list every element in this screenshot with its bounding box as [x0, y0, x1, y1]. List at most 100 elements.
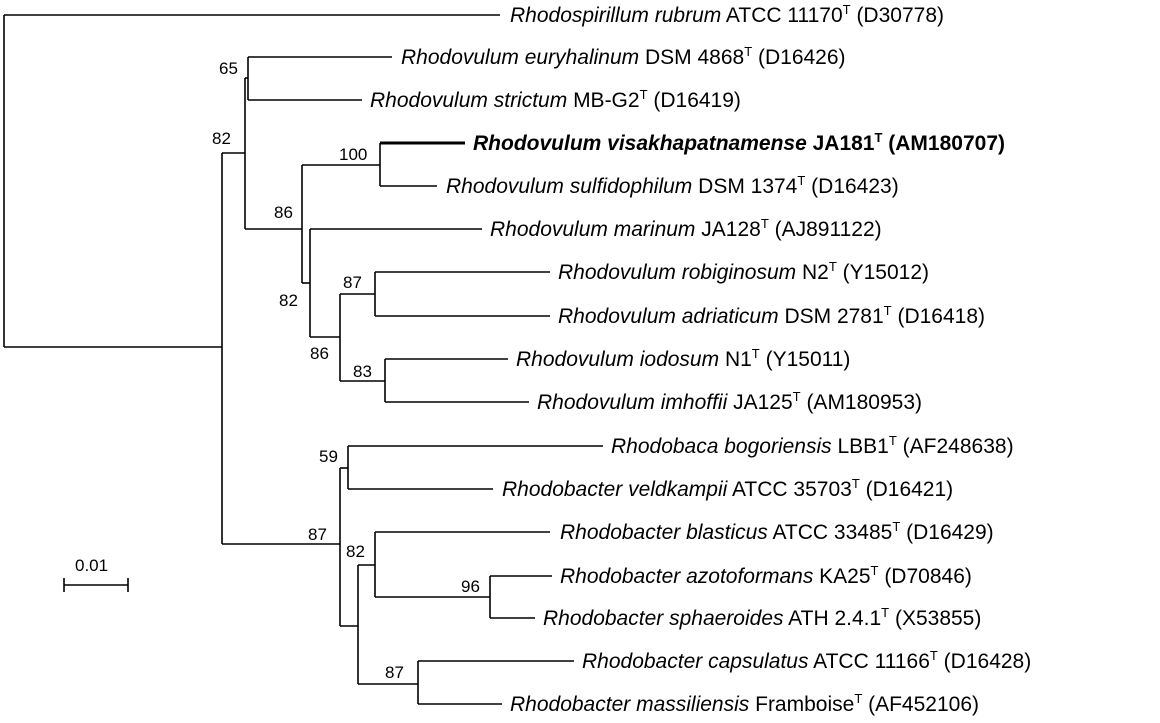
- type-strain-mark: T: [752, 346, 760, 361]
- bootstrap-value: 96: [461, 577, 480, 596]
- scale-bar-label: 0.01: [75, 556, 108, 575]
- taxon-labels: Rhodospirillum rubrum ATCC 11170T (D3077…: [370, 2, 1031, 716]
- type-strain-mark: T: [744, 44, 752, 59]
- taxon-accession: (D16421): [860, 478, 953, 501]
- taxon-strain: DSM 1374: [692, 175, 797, 198]
- type-strain-mark: T: [889, 433, 897, 448]
- bootstrap-value: 100: [339, 145, 367, 164]
- taxon-name: Rhodobacter capsulatus: [582, 650, 809, 673]
- taxon-strain: DSM 2781: [779, 305, 884, 328]
- taxon-label: Rhodobacter massiliensis FramboiseT (AF4…: [510, 691, 979, 716]
- taxon-accession: (D16418): [892, 305, 985, 328]
- taxon-strain: ATCC 11170: [721, 4, 842, 27]
- taxon-strain: ATCC 11166: [808, 650, 929, 673]
- taxon-label: Rhodovulum visakhapatnamense JA181T (AM1…: [473, 130, 1005, 155]
- taxon-name: Rhodobacter veldkampii: [502, 478, 729, 501]
- type-strain-mark: T: [892, 519, 900, 534]
- taxon-name: Rhodovulum visakhapatnamense: [473, 132, 807, 155]
- taxon-label: Rhodovulum strictum MB-G2T (D16419): [370, 87, 741, 112]
- taxon-accession: (D16428): [938, 650, 1031, 673]
- taxon-accession: (AF452106): [862, 693, 979, 716]
- taxon-name: Rhodovulum robiginosum: [558, 261, 796, 284]
- taxon-name: Rhodovulum imhoffii: [537, 391, 729, 414]
- type-strain-mark: T: [797, 173, 805, 188]
- taxon-strain: KA25: [813, 565, 870, 588]
- taxon-accession: (Y15012): [837, 261, 929, 284]
- bootstrap-value: 87: [308, 525, 327, 544]
- taxon-accession: (D70846): [878, 565, 971, 588]
- scale-bar: 0.01: [63, 556, 129, 592]
- taxon-accession: (D16426): [752, 46, 845, 69]
- bootstrap-value: 82: [346, 542, 365, 561]
- type-strain-mark: T: [793, 389, 801, 404]
- type-strain-mark: T: [930, 648, 938, 663]
- taxon-strain: ATCC 35703: [727, 478, 852, 501]
- taxon-accession: (AJ891122): [769, 218, 882, 241]
- bootstrap-value: 87: [343, 273, 362, 292]
- taxon-accession: (AM180953): [801, 391, 922, 414]
- taxon-strain: N2: [796, 261, 829, 284]
- taxon-strain: ATCC 33485: [768, 521, 893, 544]
- type-strain-mark: T: [874, 130, 882, 145]
- taxon-strain: ATH 2.4.1: [784, 607, 882, 630]
- taxon-name: Rhodobacter azotoformans: [560, 565, 814, 588]
- type-strain-mark: T: [852, 476, 860, 491]
- taxon-name: Rhodovulum adriaticum: [558, 305, 779, 328]
- bootstrap-value: 59: [319, 447, 338, 466]
- taxon-label: Rhodovulum iodosum N1T (Y15011): [516, 346, 850, 371]
- taxon-label: Rhodobacter sphaeroides ATH 2.4.1T (X538…: [543, 605, 981, 630]
- taxon-accession: (AM180707): [882, 132, 1005, 155]
- taxon-strain: N1: [719, 348, 752, 371]
- type-strain-mark: T: [881, 605, 889, 620]
- type-strain-mark: T: [843, 2, 851, 17]
- taxon-strain: JA128: [695, 218, 760, 241]
- type-strain-mark: T: [761, 216, 769, 231]
- type-strain-mark: T: [640, 87, 648, 102]
- taxon-label: Rhodovulum robiginosum N2T (Y15012): [558, 259, 929, 284]
- taxon-accession: (D16429): [900, 521, 993, 544]
- taxon-accession: (AF248638): [897, 435, 1014, 458]
- taxon-label: Rhodobacter azotoformans KA25T (D70846): [560, 563, 972, 588]
- taxon-strain: MB-G2: [567, 89, 639, 112]
- type-strain-mark: T: [884, 303, 892, 318]
- taxon-accession: (D16423): [805, 175, 898, 198]
- taxon-accession: (D30778): [851, 4, 944, 27]
- taxon-label: Rhodobaca bogoriensis LBB1T (AF248638): [611, 433, 1014, 458]
- taxon-accession: (X53855): [889, 607, 981, 630]
- taxon-name: Rhodospirillum rubrum: [510, 4, 721, 27]
- taxon-strain: DSM 4868: [639, 46, 744, 69]
- taxon-strain: LBB1: [832, 435, 889, 458]
- taxon-name: Rhodovulum iodosum: [516, 348, 719, 371]
- bootstrap-value: 86: [310, 344, 329, 363]
- taxon-label: Rhodovulum sulfidophilum DSM 1374T (D164…: [446, 173, 899, 198]
- bootstrap-value: 65: [219, 59, 238, 78]
- taxon-strain: JA181: [807, 132, 875, 155]
- taxon-label: Rhodovulum adriaticum DSM 2781T (D16418): [558, 303, 985, 328]
- bootstrap-values: 65 82 100 86 82 87 86 83 59 87 82 96 87: [212, 59, 480, 682]
- taxon-name: Rhodobacter massiliensis: [510, 693, 750, 716]
- taxon-label: Rhodobacter blasticus ATCC 33485T (D1642…: [560, 519, 994, 544]
- taxon-name: Rhodovulum strictum: [370, 89, 567, 112]
- bootstrap-value: 83: [353, 362, 372, 381]
- taxon-name: Rhodobacter sphaeroides: [543, 607, 784, 630]
- taxon-strain: Framboise: [749, 693, 854, 716]
- taxon-name: Rhodobacter blasticus: [560, 521, 768, 544]
- bootstrap-value: 87: [385, 663, 404, 682]
- type-strain-mark: T: [829, 259, 837, 274]
- taxon-name: Rhodovulum sulfidophilum: [446, 175, 692, 198]
- taxon-name: Rhodovulum euryhalinum: [401, 46, 639, 69]
- taxon-label: Rhodospirillum rubrum ATCC 11170T (D3077…: [510, 2, 944, 27]
- taxon-label: Rhodovulum imhoffii JA125T (AM180953): [537, 389, 922, 414]
- taxon-name: Rhodobaca bogoriensis: [611, 435, 832, 458]
- bootstrap-value: 86: [274, 203, 293, 222]
- taxon-label: Rhodobacter capsulatus ATCC 11166T (D164…: [582, 648, 1031, 673]
- taxon-accession: (D16419): [648, 89, 741, 112]
- taxon-accession: (Y15011): [760, 348, 851, 371]
- bootstrap-value: 82: [279, 291, 298, 310]
- type-strain-mark: T: [871, 563, 879, 578]
- type-strain-mark: T: [854, 691, 862, 706]
- taxon-label: Rhodovulum marinum JA128T (AJ891122): [490, 216, 882, 241]
- bootstrap-value: 82: [212, 129, 231, 148]
- tree-branches: [3, 14, 603, 705]
